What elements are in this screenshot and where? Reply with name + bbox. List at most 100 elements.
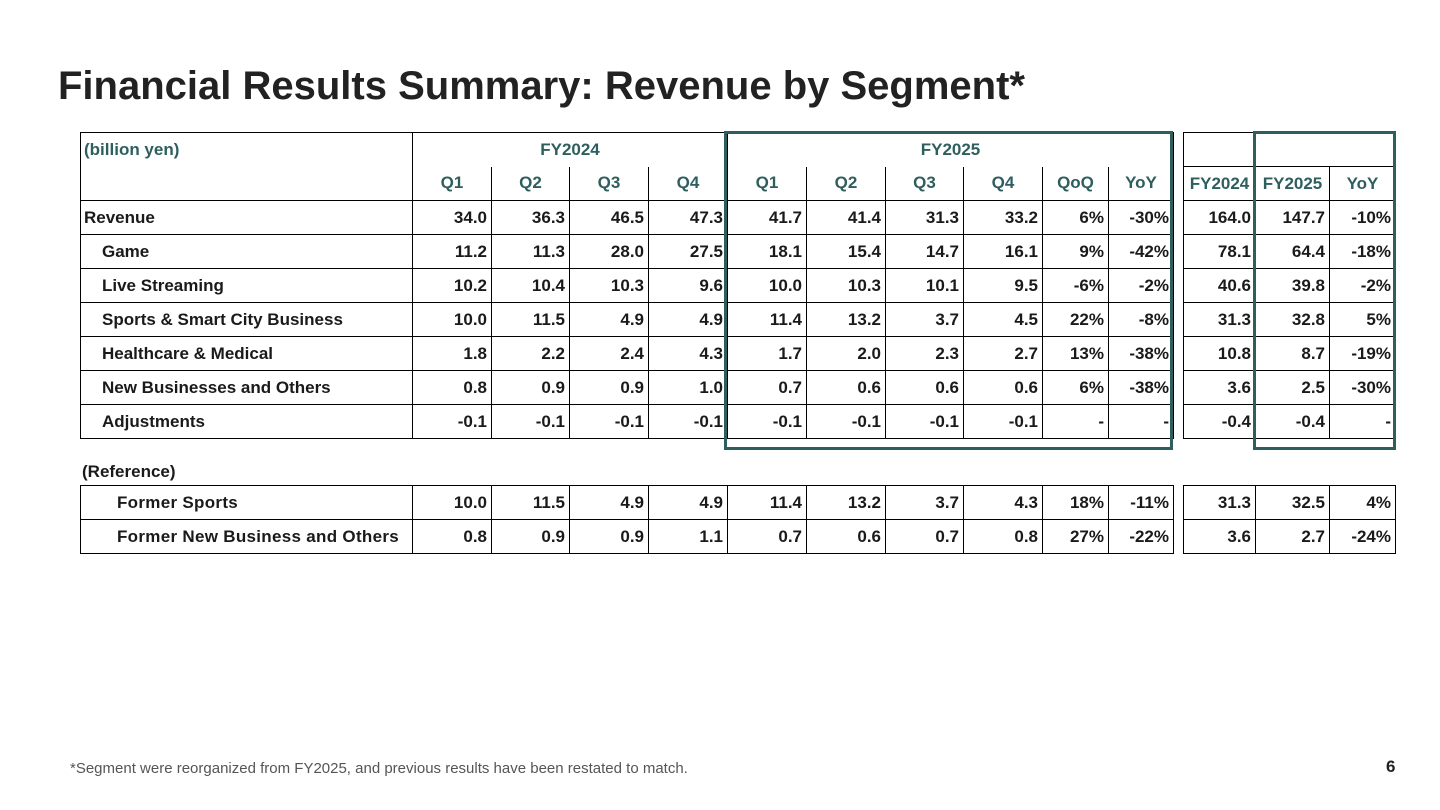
column-header-q4: Q4 (963, 166, 1043, 201)
table-cell: 46.5 (569, 200, 649, 235)
column-header-q2: Q2 (491, 166, 570, 201)
reference-table: Former Sports 10.0 11.5 4.9 4.9 11.4 13.2 3.7 4.… (80, 485, 1396, 554)
unit-label: (billion yen) (80, 132, 413, 167)
annual-cell: 3.6 (1183, 519, 1256, 554)
annual-cell: 164.0 (1183, 200, 1256, 235)
table-cell: 4.9 (569, 485, 649, 520)
table-cell: 28.0 (569, 234, 649, 269)
annual-cell: -10% (1329, 200, 1396, 235)
table-cell: -2% (1108, 268, 1174, 303)
annual-cell: 31.3 (1183, 302, 1256, 337)
table-cell: 2.2 (491, 336, 570, 371)
row-label: Sports & Smart City Business (80, 302, 413, 337)
page-number: 6 (1386, 757, 1396, 776)
annual-cell: 2.7 (1255, 519, 1330, 554)
table-row: Healthcare & Medical 1.8 2.2 2.4 4.3 1.7 2.0 2.… (80, 336, 1396, 371)
table-cell: -0.1 (491, 404, 570, 439)
table-cell: 0.9 (569, 370, 649, 405)
table-cell: -8% (1108, 302, 1174, 337)
table-cell: 0.9 (569, 519, 649, 554)
table-cell: 0.6 (806, 519, 886, 554)
table-cell: 4.5 (963, 302, 1043, 337)
table-cell: 6% (1042, 200, 1109, 235)
table-cell: 10.0 (727, 268, 807, 303)
annual-header-blank (1183, 132, 1396, 167)
row-label: Game (80, 234, 413, 269)
annual-cell: -19% (1329, 336, 1396, 371)
table-cell: 0.6 (806, 370, 886, 405)
annual-cell: -2% (1329, 268, 1396, 303)
table-cell: -0.1 (412, 404, 492, 439)
row-label: New Businesses and Others (80, 370, 413, 405)
table-cell: -0.1 (727, 404, 807, 439)
annual-cell: -0.4 (1255, 404, 1330, 439)
table-cell: 14.7 (885, 234, 964, 269)
table-cell: 10.2 (412, 268, 492, 303)
table-cell: 11.3 (491, 234, 570, 269)
table-cell: 47.3 (648, 200, 728, 235)
table-cell: 9.5 (963, 268, 1043, 303)
table-cell: -0.1 (885, 404, 964, 439)
table-cell: 10.4 (491, 268, 570, 303)
annual-cell: 31.3 (1183, 485, 1256, 520)
column-header-qoq: QoQ (1042, 166, 1109, 201)
table-cell: 11.4 (727, 485, 807, 520)
table-cell: 0.6 (885, 370, 964, 405)
table-cell: 27% (1042, 519, 1109, 554)
table-cell: 4.3 (648, 336, 728, 371)
table-cell: 10.3 (569, 268, 649, 303)
table-cell: -30% (1108, 200, 1174, 235)
column-header-yoy: YoY (1108, 166, 1174, 201)
annual-cell: 3.6 (1183, 370, 1256, 405)
table-cell: 6% (1042, 370, 1109, 405)
fy-header-row: (billion yen) FY2024 FY2025 (80, 132, 1396, 167)
table-cell: -0.1 (569, 404, 649, 439)
row-label: Live Streaming (80, 268, 413, 303)
table-cell: 33.2 (963, 200, 1043, 235)
fy2024-header: FY2024 (412, 132, 728, 167)
table-cell: 0.7 (727, 519, 807, 554)
table-cell: -11% (1108, 485, 1174, 520)
annual-cell: -24% (1329, 519, 1396, 554)
table-cell: - (1042, 404, 1109, 439)
table-cell: 9.6 (648, 268, 728, 303)
table-row: Revenue 34.0 36.3 46.5 47.3 41.7 41.4 31.3 33.2 6… (80, 200, 1396, 235)
table-cell: 0.7 (727, 370, 807, 405)
table-cell: 1.1 (648, 519, 728, 554)
annual-cell: 32.5 (1255, 485, 1330, 520)
table-cell: -22% (1108, 519, 1174, 554)
table-cell: 10.3 (806, 268, 886, 303)
table-row: Game 11.2 11.3 28.0 27.5 18.1 15.4 14.7 16.1 9% -4… (80, 234, 1396, 269)
column-header-q3: Q3 (885, 166, 964, 201)
table-cell: 0.9 (491, 370, 570, 405)
table-row: Sports & Smart City Business 10.0 11.5 4.9 4… (80, 302, 1396, 337)
table-cell: 3.7 (885, 302, 964, 337)
column-header-q3: Q3 (569, 166, 649, 201)
table-cell: 18.1 (727, 234, 807, 269)
table-cell: 4.9 (569, 302, 649, 337)
table-cell: -38% (1108, 370, 1174, 405)
table-cell: - (1108, 404, 1174, 439)
table-cell: 2.4 (569, 336, 649, 371)
table-cell: 3.7 (885, 485, 964, 520)
annual-cell: 10.8 (1183, 336, 1256, 371)
annual-header-yoy: YoY (1329, 166, 1396, 201)
table-cell: 41.7 (727, 200, 807, 235)
fy2025-header: FY2025 (727, 132, 1174, 167)
table-cell: 41.4 (806, 200, 886, 235)
column-header-q2: Q2 (806, 166, 886, 201)
table-cell: 31.3 (885, 200, 964, 235)
table-cell: 16.1 (963, 234, 1043, 269)
table-cell: 11.5 (491, 302, 570, 337)
annual-header-fy2024: FY2024 (1183, 166, 1256, 201)
annual-cell: 39.8 (1255, 268, 1330, 303)
table-cell: 0.7 (885, 519, 964, 554)
table-cell: 0.8 (412, 519, 492, 554)
table-cell: -42% (1108, 234, 1174, 269)
table-cell: 13.2 (806, 485, 886, 520)
column-header-q4: Q4 (648, 166, 728, 201)
table-cell: 10.1 (885, 268, 964, 303)
annual-cell: 8.7 (1255, 336, 1330, 371)
table-cell: 34.0 (412, 200, 492, 235)
table-row: Former New Business and Others 0.8 0.9 0.9 1… (80, 519, 1396, 554)
